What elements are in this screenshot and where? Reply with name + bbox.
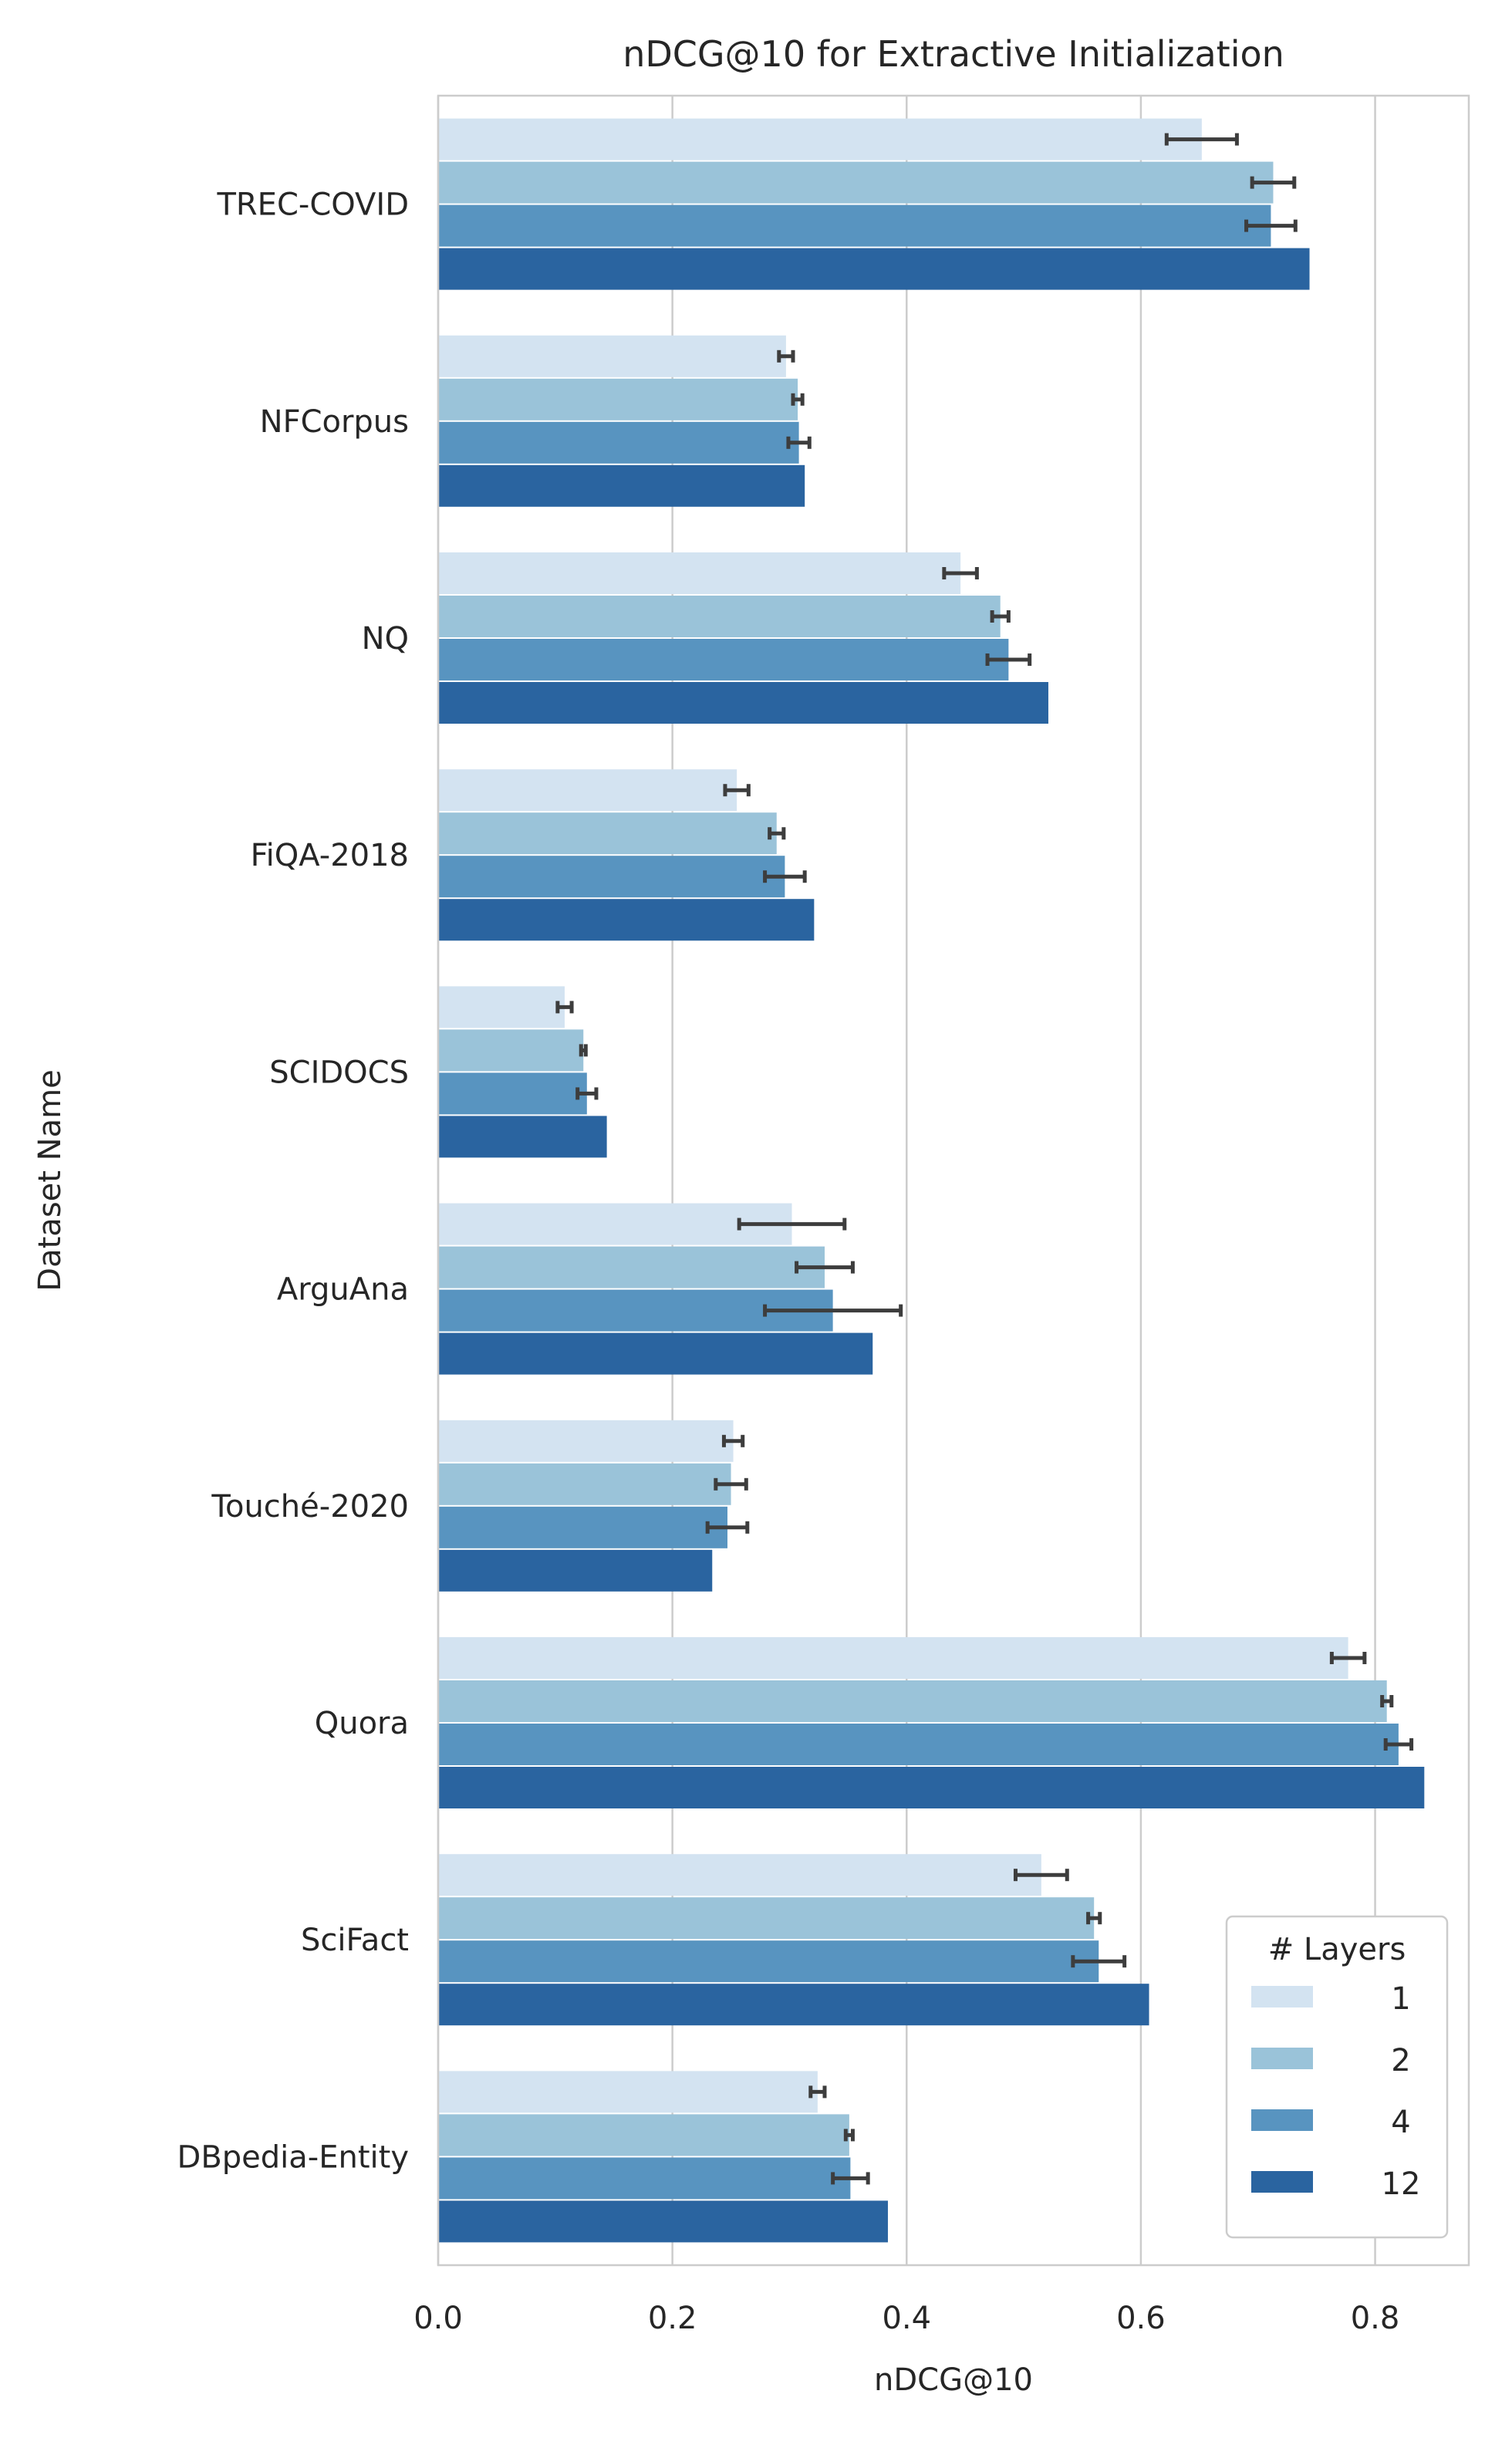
- bar: [438, 596, 1001, 637]
- legend-label: 2: [1391, 2043, 1410, 2078]
- bar: [438, 769, 737, 812]
- bar: [438, 1767, 1425, 1808]
- bar: [438, 899, 815, 941]
- bar: [438, 1637, 1348, 1679]
- plot-frame: [437, 94, 1470, 2267]
- y-tick-label: TREC-COVID: [216, 187, 409, 223]
- y-tick-label: DBpedia-Entity: [177, 2139, 409, 2175]
- bar: [438, 248, 1310, 290]
- bar: [438, 464, 805, 507]
- legend-swatch: [1251, 1986, 1313, 2007]
- bar: [438, 682, 1048, 724]
- x-axis-label: nDCG@10: [874, 2362, 1033, 2398]
- chart-title: nDCG@10 for Extractive Initialization: [623, 33, 1284, 75]
- bar: [438, 1940, 1099, 1983]
- legend-label: 12: [1382, 2166, 1421, 2202]
- bar: [438, 1116, 607, 1158]
- y-axis-label: Dataset Name: [32, 1069, 68, 1291]
- bar: [438, 2071, 818, 2113]
- legend-swatch: [1251, 2048, 1313, 2069]
- y-tick-label: SciFact: [301, 1923, 409, 1958]
- bar: [438, 204, 1271, 247]
- bar: [438, 1854, 1041, 1896]
- bar: [438, 335, 786, 377]
- error-bars: [555, 133, 1414, 2185]
- bar: [438, 1897, 1095, 1940]
- bars: [438, 118, 1425, 2243]
- bar: [438, 1680, 1387, 1722]
- y-tick-label: ArguAna: [277, 1272, 409, 1308]
- bar: [438, 421, 799, 464]
- bar: [438, 639, 1009, 680]
- bar: [438, 1984, 1149, 2026]
- bar: [438, 161, 1274, 204]
- bar: [438, 812, 777, 855]
- bar: [438, 1549, 713, 1592]
- bar: [438, 378, 798, 420]
- bar: [438, 1203, 792, 1245]
- y-tick-label: FiQA-2018: [251, 838, 409, 873]
- legend-label: 4: [1391, 2105, 1410, 2140]
- bar: [438, 1463, 731, 1505]
- x-tick-label: 0.8: [1351, 2301, 1400, 2336]
- bar: [438, 1246, 825, 1288]
- bar: [438, 986, 565, 1028]
- bar: [438, 2200, 888, 2243]
- legend-label: 1: [1391, 1981, 1410, 2017]
- y-tick-label: NFCorpus: [260, 404, 409, 440]
- y-tick-label: NQ: [362, 621, 409, 657]
- x-tick-label: 0.0: [413, 2301, 463, 2336]
- bar: [438, 856, 785, 898]
- x-tick-label: 0.4: [882, 2301, 931, 2336]
- legend-swatch: [1251, 2109, 1313, 2131]
- bar: [438, 2157, 851, 2200]
- legend-swatch: [1251, 2171, 1313, 2193]
- bar: [438, 1724, 1399, 1765]
- x-tick-label: 0.2: [648, 2301, 697, 2336]
- y-tick-label: Quora: [315, 1706, 409, 1741]
- bar: [438, 1072, 587, 1115]
- bar: [438, 1029, 584, 1072]
- bar: [438, 1506, 727, 1548]
- bar: [438, 2114, 849, 2156]
- bar: [438, 1420, 734, 1462]
- bar: [438, 118, 1202, 160]
- x-tick-label: 0.6: [1116, 2301, 1166, 2336]
- x-tick-labels: 0.0 0.2 0.4 0.6 0.8: [413, 2301, 1399, 2336]
- y-tick-label: Touché-2020: [211, 1489, 409, 1525]
- bar: [438, 1332, 873, 1375]
- y-tick-label: SCIDOCS: [269, 1055, 409, 1090]
- bar: [438, 552, 961, 594]
- y-tick-labels: TREC-COVID NFCorpus NQ FiQA-2018 SCIDOCS Argu…: [177, 187, 409, 2176]
- legend-title: # Layers: [1268, 1932, 1406, 1967]
